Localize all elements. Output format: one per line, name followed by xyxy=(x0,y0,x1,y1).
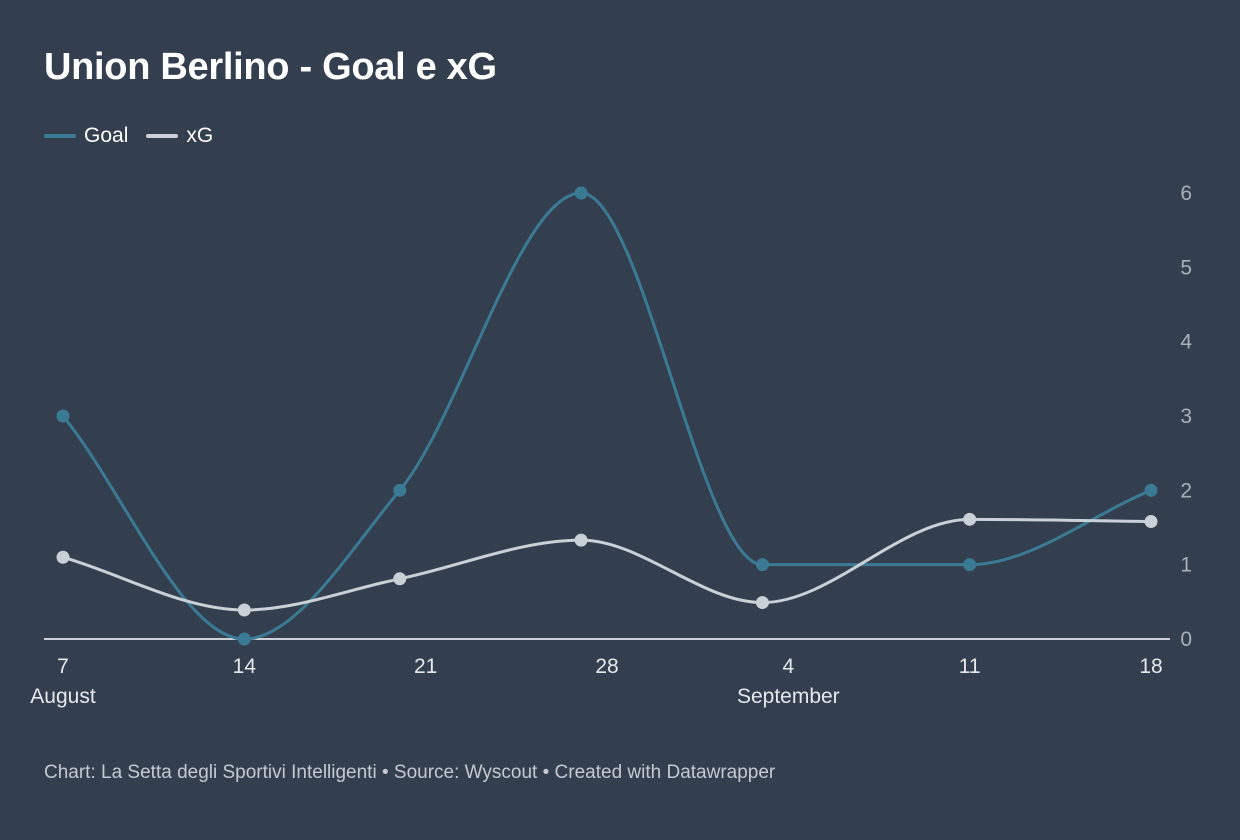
data-point-goal xyxy=(237,632,251,646)
y-tick-label: 5 xyxy=(1180,256,1192,279)
data-point-xg xyxy=(574,533,588,547)
x-tick-label: 28 xyxy=(595,655,618,678)
legend-item-goal: Goal xyxy=(44,124,128,148)
legend-swatch-xg xyxy=(146,134,179,138)
legend: Goal xG xyxy=(44,124,231,148)
data-point-goal xyxy=(574,186,588,200)
legend-swatch-goal xyxy=(44,134,76,138)
chart-footer: Chart: La Setta degli Sportivi Intellige… xyxy=(44,762,776,783)
y-tick-label: 4 xyxy=(1180,331,1192,354)
data-point-xg xyxy=(963,512,977,526)
legend-label-goal: Goal xyxy=(84,124,129,147)
y-tick-label: 6 xyxy=(1180,182,1192,205)
chart-title: Union Berlino - Goal e xG xyxy=(44,46,497,88)
y-tick-label: 1 xyxy=(1180,554,1192,577)
data-point-xg xyxy=(755,596,769,610)
series-line-goal xyxy=(61,191,1153,641)
x-tick-month-label: August xyxy=(30,685,96,708)
x-tick-label: 14 xyxy=(233,655,257,678)
data-point-goal xyxy=(393,483,407,497)
data-point-goal xyxy=(963,558,977,572)
x-tick-label: 7 xyxy=(57,655,69,678)
data-point-goal xyxy=(755,558,769,572)
y-tick-label: 2 xyxy=(1180,479,1192,502)
x-tick-label: 18 xyxy=(1139,655,1162,678)
data-point-xg xyxy=(56,550,70,564)
y-tick-label: 3 xyxy=(1180,405,1192,428)
data-point-xg xyxy=(237,603,251,617)
x-tick-label: 4 xyxy=(782,655,794,678)
data-point-xg xyxy=(393,572,407,586)
data-point-goal xyxy=(1144,483,1158,497)
x-tick-label: 21 xyxy=(414,655,437,678)
x-tick-label: 11 xyxy=(959,655,981,678)
data-point-xg xyxy=(1144,515,1158,529)
x-tick-month-label: September xyxy=(737,685,840,708)
data-point-goal xyxy=(56,409,70,423)
y-tick-label: 0 xyxy=(1180,628,1192,651)
legend-item-xg: xG xyxy=(146,124,213,148)
legend-label-xg: xG xyxy=(186,124,214,147)
